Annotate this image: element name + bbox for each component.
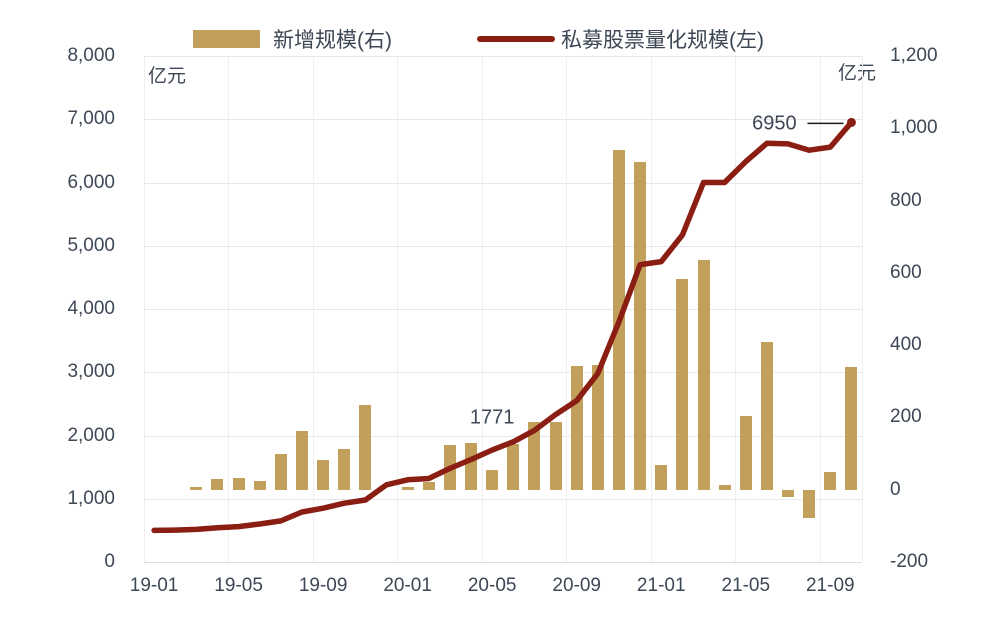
legend-item-bar-series[interactable]: 新增规模(右)	[193, 24, 392, 54]
gridline-h	[143, 372, 862, 374]
left-axis-tick: 2,000	[67, 424, 115, 446]
gridline-v	[819, 56, 821, 562]
right-axis-tick: 600	[890, 261, 922, 283]
gridline-v	[735, 56, 737, 562]
left-axis-tick: 5,000	[67, 234, 115, 256]
x-axis-tick: 19-05	[214, 575, 263, 596]
bar	[760, 342, 773, 490]
gridline-h	[143, 498, 862, 500]
left-axis-unit: 亿元	[148, 66, 187, 87]
bar	[655, 465, 668, 490]
bar	[486, 470, 499, 490]
x-axis-tick: 21-05	[721, 575, 771, 596]
x-axis-tick: 20-05	[467, 575, 517, 596]
line-series-swatch	[477, 36, 555, 42]
right-axis-tick: 800	[890, 189, 922, 211]
gridline-v	[481, 56, 483, 562]
annotation-mid-value: 1771	[469, 406, 515, 429]
bar	[232, 478, 245, 490]
right-axis-tick: 400	[890, 334, 922, 356]
bar	[528, 422, 541, 490]
bar	[253, 481, 266, 490]
right-axis-tick: 1,200	[890, 45, 938, 66]
gridline-v	[228, 56, 230, 562]
gridline-h	[143, 309, 862, 310]
bar	[211, 478, 224, 490]
gridline-v	[650, 56, 652, 562]
right-axis-tick: 0	[890, 478, 901, 500]
right-axis-tick: 1,000	[890, 117, 938, 139]
bar	[317, 460, 330, 490]
right-axis-tick: -200	[890, 551, 929, 572]
bar	[739, 415, 752, 490]
gridline-h	[143, 56, 862, 57]
line-series-label: 私募股票量化规模(左)	[561, 29, 764, 52]
gridline-v	[862, 56, 863, 562]
bar	[190, 486, 203, 490]
left-axis-tick: 1,000	[67, 487, 115, 509]
bar	[718, 485, 731, 490]
left-axis-tick: 3,000	[67, 361, 115, 383]
gridline-h	[143, 182, 862, 184]
gridline-h	[143, 435, 862, 437]
bar-series-label: 新增规模(右)	[273, 29, 392, 52]
bar	[465, 443, 478, 490]
bar	[338, 448, 351, 490]
gridline-v	[312, 56, 314, 562]
bar	[295, 431, 308, 490]
bar	[803, 489, 816, 519]
bar	[591, 365, 604, 490]
bar	[845, 366, 858, 490]
gridline-h	[143, 245, 862, 247]
bar	[422, 481, 435, 490]
left-axis-tick: 8,000	[67, 45, 115, 66]
right-axis-unit: 亿元	[838, 63, 877, 84]
gridline-v	[566, 56, 568, 562]
gridline-v	[143, 56, 145, 562]
bar	[782, 489, 795, 497]
bar	[359, 405, 372, 490]
bar	[549, 421, 562, 490]
bar	[697, 260, 710, 490]
x-axis-tick: 19-09	[298, 575, 348, 596]
bar-series-swatch	[193, 30, 260, 48]
x-axis-tick: 21-01	[636, 575, 686, 596]
bar	[676, 279, 689, 490]
bar	[824, 471, 837, 490]
left-axis-tick: 7,000	[67, 108, 115, 130]
gridline-h	[143, 562, 862, 563]
x-axis-tick: 20-09	[552, 575, 602, 596]
left-axis-tick: 4,000	[67, 298, 115, 319]
left-axis-tick: 6,000	[67, 171, 115, 193]
left-axis-tick: 0	[104, 551, 115, 572]
gridline-v	[397, 56, 399, 562]
bar	[401, 486, 414, 490]
bar	[507, 444, 520, 490]
line-end-dot	[846, 117, 856, 127]
annotation-end-value: 6950	[752, 112, 797, 135]
x-axis-tick: 19-01	[129, 575, 179, 596]
legend-item-line-series[interactable]: 私募股票量化规模(左)	[477, 24, 764, 54]
bar	[274, 453, 287, 490]
x-axis-tick: 20-01	[383, 575, 432, 596]
x-axis-tick: 21-09	[805, 575, 855, 596]
gridline-h	[143, 119, 862, 121]
line-series-path	[151, 119, 855, 534]
right-axis-tick: 200	[890, 406, 922, 428]
bar	[634, 162, 647, 490]
